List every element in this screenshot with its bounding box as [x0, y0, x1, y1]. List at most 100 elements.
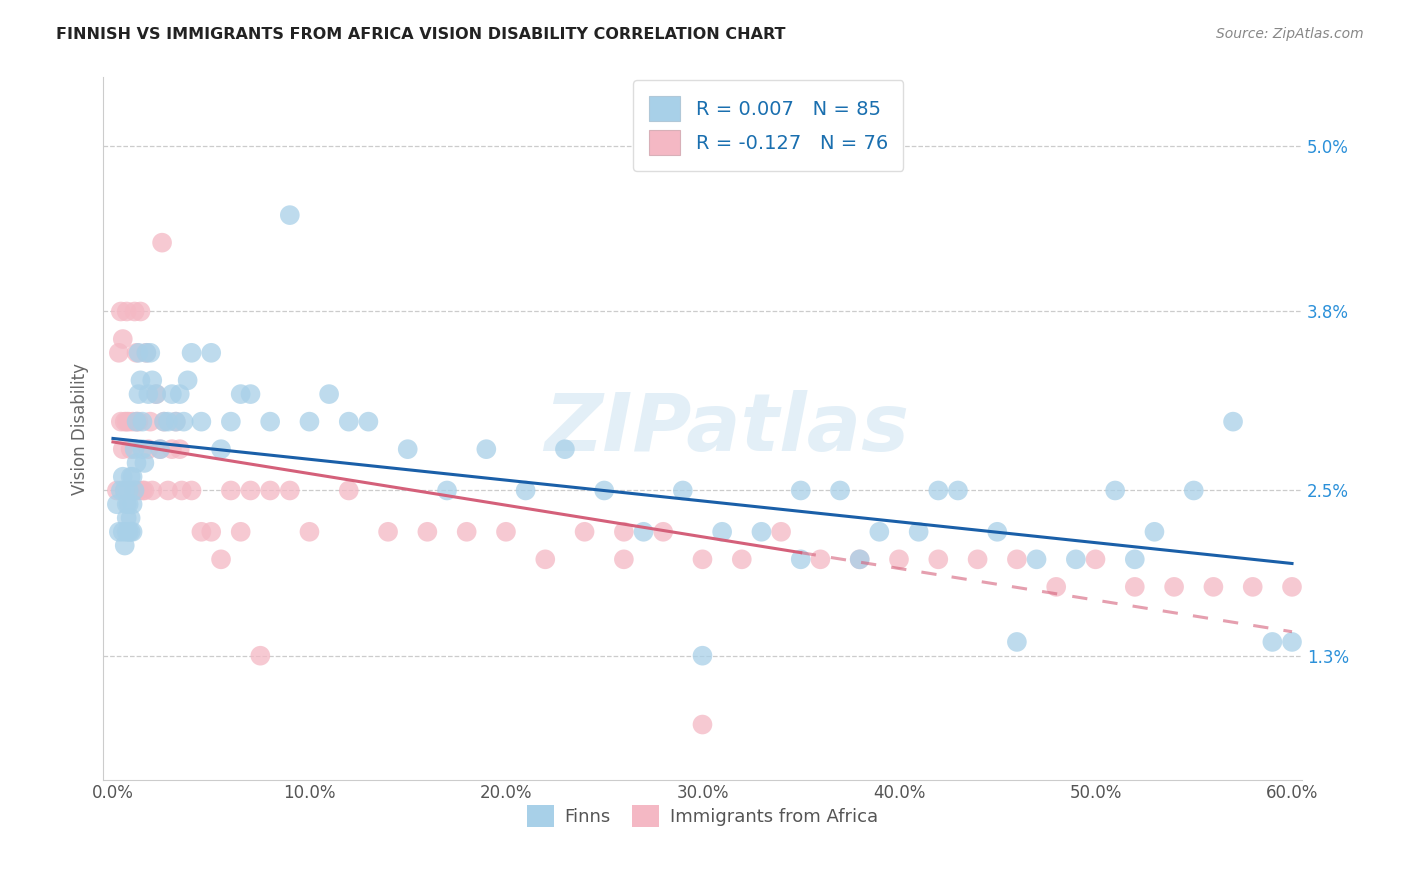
Point [173, 415, 195, 429]
Point [120, 511, 142, 525]
Point [121, 483, 143, 498]
Text: Source: ZipAtlas.com: Source: ZipAtlas.com [1216, 27, 1364, 41]
Point [145, 387, 167, 401]
Point [692, 552, 714, 566]
Point [209, 552, 232, 566]
Point [1143, 524, 1166, 539]
Point [111, 524, 134, 539]
Point [115, 415, 138, 429]
Point [1025, 552, 1047, 566]
Point [115, 524, 138, 539]
Point [229, 524, 252, 539]
Point [790, 483, 813, 498]
Point [574, 524, 596, 539]
Point [156, 483, 179, 498]
Point [692, 648, 714, 663]
Point [848, 552, 870, 566]
Point [1163, 580, 1185, 594]
Point [278, 483, 301, 498]
Point [200, 524, 222, 539]
Point [139, 415, 162, 429]
Point [190, 524, 212, 539]
Point [111, 469, 134, 483]
Point [114, 415, 136, 429]
Point [377, 524, 399, 539]
Point [125, 346, 148, 360]
Point [169, 442, 191, 457]
Point [118, 497, 141, 511]
Point [118, 483, 141, 498]
Point [337, 415, 360, 429]
Point [652, 524, 675, 539]
Point [120, 524, 142, 539]
Point [153, 415, 176, 429]
Point [134, 483, 156, 498]
Point [692, 717, 714, 731]
Legend: Finns, Immigrants from Africa: Finns, Immigrants from Africa [519, 797, 886, 834]
Point [165, 415, 187, 429]
Point [278, 208, 301, 222]
Point [1241, 580, 1264, 594]
Point [128, 346, 150, 360]
Point [131, 442, 153, 457]
Point [118, 483, 141, 498]
Point [966, 552, 988, 566]
Point [176, 373, 198, 387]
Point [139, 346, 162, 360]
Point [495, 524, 517, 539]
Point [136, 442, 159, 457]
Point [219, 483, 242, 498]
Point [259, 483, 281, 498]
Point [475, 442, 498, 457]
Point [125, 415, 148, 429]
Point [145, 387, 167, 401]
Point [118, 415, 141, 429]
Point [868, 524, 890, 539]
Point [165, 415, 187, 429]
Point [416, 524, 439, 539]
Point [180, 346, 202, 360]
Point [149, 442, 172, 457]
Point [1123, 580, 1146, 594]
Y-axis label: Vision Disability: Vision Disability [72, 362, 89, 494]
Point [121, 524, 143, 539]
Point [134, 456, 156, 470]
Point [170, 483, 193, 498]
Point [124, 483, 146, 498]
Point [515, 483, 537, 498]
Point [1281, 635, 1303, 649]
Point [149, 442, 172, 457]
Point [141, 373, 163, 387]
Point [125, 415, 148, 429]
Point [1123, 552, 1146, 566]
Point [115, 497, 138, 511]
Point [298, 524, 321, 539]
Point [436, 483, 458, 498]
Point [128, 415, 150, 429]
Point [711, 524, 734, 539]
Point [613, 552, 636, 566]
Point [554, 442, 576, 457]
Point [672, 483, 695, 498]
Point [1222, 415, 1244, 429]
Text: FINNISH VS IMMIGRANTS FROM AFRICA VISION DISABILITY CORRELATION CHART: FINNISH VS IMMIGRANTS FROM AFRICA VISION… [56, 27, 786, 42]
Point [115, 304, 138, 318]
Point [124, 304, 146, 318]
Point [131, 415, 153, 429]
Point [105, 497, 128, 511]
Point [456, 524, 478, 539]
Point [1182, 483, 1205, 498]
Point [153, 415, 176, 429]
Point [141, 483, 163, 498]
Point [135, 346, 157, 360]
Point [128, 387, 150, 401]
Point [125, 456, 148, 470]
Point [259, 415, 281, 429]
Point [396, 442, 419, 457]
Point [357, 415, 380, 429]
Point [731, 552, 754, 566]
Point [120, 442, 142, 457]
Point [239, 387, 262, 401]
Point [129, 373, 152, 387]
Point [180, 483, 202, 498]
